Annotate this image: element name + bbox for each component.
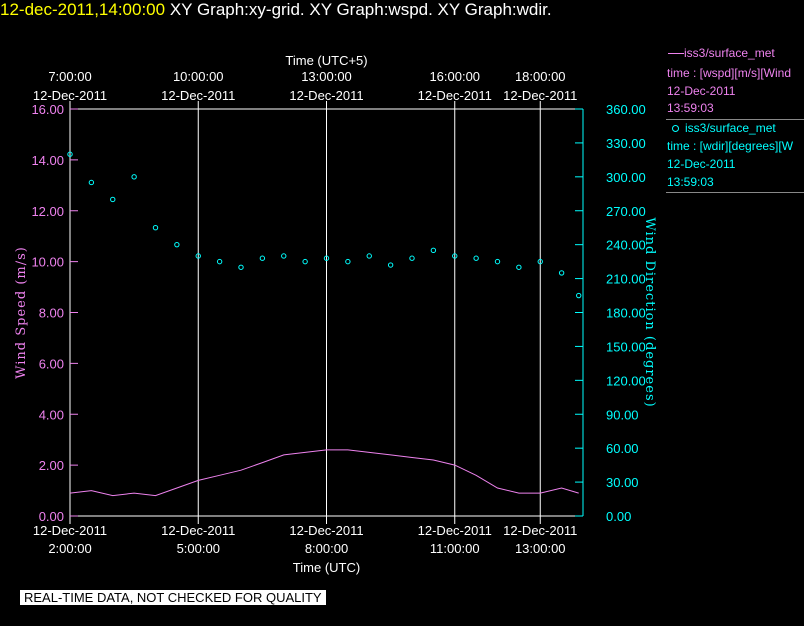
right-tick-label: 120.00 xyxy=(606,373,646,388)
top-tick-label-time: 7:00:00 xyxy=(48,69,91,84)
series-wdir-point xyxy=(110,196,116,203)
top-tick-label-date: 12-Dec-2011 xyxy=(33,88,107,103)
right-tick-label: 240.00 xyxy=(606,238,646,253)
series-wdir-point xyxy=(323,255,330,261)
top-tick-label-time: 13:00:00 xyxy=(301,69,352,84)
right-tick-label: 300.00 xyxy=(606,170,646,185)
series-wdir-point xyxy=(409,255,415,261)
series-wspd-line xyxy=(69,449,579,497)
legend-speed-time: 13:59:03 xyxy=(667,101,714,115)
top-tick-label-date: 12-Dec-2011 xyxy=(289,88,363,103)
top-tick-label-date: 12-Dec-2011 xyxy=(161,88,235,103)
right-tick-label: 330.00 xyxy=(606,136,646,151)
legend-speed-name: iss3/surface_met xyxy=(684,46,775,60)
series-wdir-point xyxy=(430,247,437,254)
left-tick-label: 0.00 xyxy=(39,509,64,524)
series-wdir-point xyxy=(174,241,180,248)
right-tick-label: 30.00 xyxy=(606,475,639,490)
right-axis-title: Wind Direction (degrees) xyxy=(642,217,657,407)
left-tick-label: 4.00 xyxy=(39,407,64,422)
top-tick-label-time: 16:00:00 xyxy=(429,69,480,84)
bottom-tick-label-date: 12-Dec-2011 xyxy=(289,523,363,538)
series-wdir-point xyxy=(537,258,543,265)
legend-speed-swatch xyxy=(668,53,684,55)
right-tick-label: 0.00 xyxy=(606,509,631,524)
bottom-tick-label-date: 12-Dec-2011 xyxy=(418,523,492,538)
legend-speed-date: 12-Dec-2011 xyxy=(667,84,736,98)
left-tick-label: 2.00 xyxy=(39,458,64,473)
series-wdir-point xyxy=(516,264,522,270)
series-wdir-point xyxy=(473,255,479,261)
series-wdir-point xyxy=(345,258,351,265)
series-wdir-point xyxy=(259,255,266,261)
legend-direction-marker-icon xyxy=(672,125,679,133)
bottom-tick-label-time: 13:00:00 xyxy=(515,541,566,556)
left-tick-label: 16.00 xyxy=(31,102,64,117)
legend-speed-desc: time : [wspd][m/s][Wind xyxy=(667,66,792,80)
series-wdir-point xyxy=(238,264,244,270)
series-wdir-point xyxy=(494,258,501,265)
series-wdir-point xyxy=(67,151,73,157)
top-tick-label-date: 12-Dec-2011 xyxy=(418,88,492,103)
top-tick-label-time: 18:00:00 xyxy=(515,69,566,84)
legend-speed-name-row: iss3/surface_met xyxy=(668,46,775,60)
series-wdir-point xyxy=(576,292,582,299)
quality-disclaimer: REAL-TIME DATA, NOT CHECKED FOR QUALITY xyxy=(20,590,326,605)
bottom-tick-label-time: 5:00:00 xyxy=(177,541,220,556)
header-timestamp: 12-dec-2011,14:00:00 xyxy=(0,0,166,19)
right-tick-label: 150.00 xyxy=(606,339,646,354)
legend-direction-name-row: iss3/surface_met xyxy=(672,121,776,135)
left-axis-title: Wind Speed (m/s) xyxy=(14,246,29,379)
legend-direction-date: 12-Dec-2011 xyxy=(667,157,736,171)
series-wdir-point xyxy=(281,253,287,259)
top-axis-title: Time (UTC+5) xyxy=(285,53,367,68)
series-wdir-point xyxy=(88,179,95,186)
series-wdir-point xyxy=(152,225,159,231)
right-tick-label: 60.00 xyxy=(606,441,639,456)
series-wdir-point xyxy=(216,258,223,265)
bottom-tick-label-date: 12-Dec-2011 xyxy=(161,523,235,538)
legend-direction-name: iss3/surface_met xyxy=(685,121,776,135)
left-tick-label: 8.00 xyxy=(39,306,64,321)
bottom-tick-label-date: 12-Dec-2011 xyxy=(33,523,107,538)
right-tick-label: 180.00 xyxy=(606,306,646,321)
bottom-tick-label-time: 8:00:00 xyxy=(305,541,348,556)
series-wdir-point xyxy=(387,262,394,268)
bottom-tick-label-time: 11:00:00 xyxy=(430,541,480,556)
right-tick-label: 270.00 xyxy=(606,204,646,219)
left-tick-label: 10.00 xyxy=(31,255,64,270)
top-tick-label-date: 12-Dec-2011 xyxy=(503,88,577,103)
graph-header: 12-dec-2011,14:00:00 XY Graph:xy-grid. X… xyxy=(0,0,552,20)
series-wdir-point xyxy=(366,253,372,259)
legend-separator xyxy=(666,119,804,120)
series-wdir-point xyxy=(195,253,201,259)
bottom-axis-title: Time (UTC) xyxy=(293,560,360,575)
series-wdir-point xyxy=(131,174,137,180)
series-wdir-point xyxy=(302,258,308,265)
bottom-tick-label-time: 2:00:00 xyxy=(48,541,91,556)
bottom-tick-label-date: 12-Dec-2011 xyxy=(503,523,577,538)
right-tick-label: 90.00 xyxy=(606,407,639,422)
right-tick-label: 360.00 xyxy=(606,102,646,117)
header-graph-title: XY Graph:xy-grid. XY Graph:wspd. XY Grap… xyxy=(169,0,552,19)
left-tick-label: 14.00 xyxy=(31,153,64,168)
series-wdir-point xyxy=(452,253,458,259)
legend-separator-bottom xyxy=(666,192,804,193)
left-tick-label: 12.00 xyxy=(31,204,64,219)
left-tick-label: 6.00 xyxy=(39,356,64,371)
top-tick-label-time: 10:00:00 xyxy=(173,69,224,84)
legend-direction-desc: time : [wdir][degrees][W xyxy=(667,139,794,153)
right-tick-label: 210.00 xyxy=(606,272,646,287)
legend-direction-time: 13:59:03 xyxy=(667,175,714,189)
series-wdir-point xyxy=(558,270,565,276)
